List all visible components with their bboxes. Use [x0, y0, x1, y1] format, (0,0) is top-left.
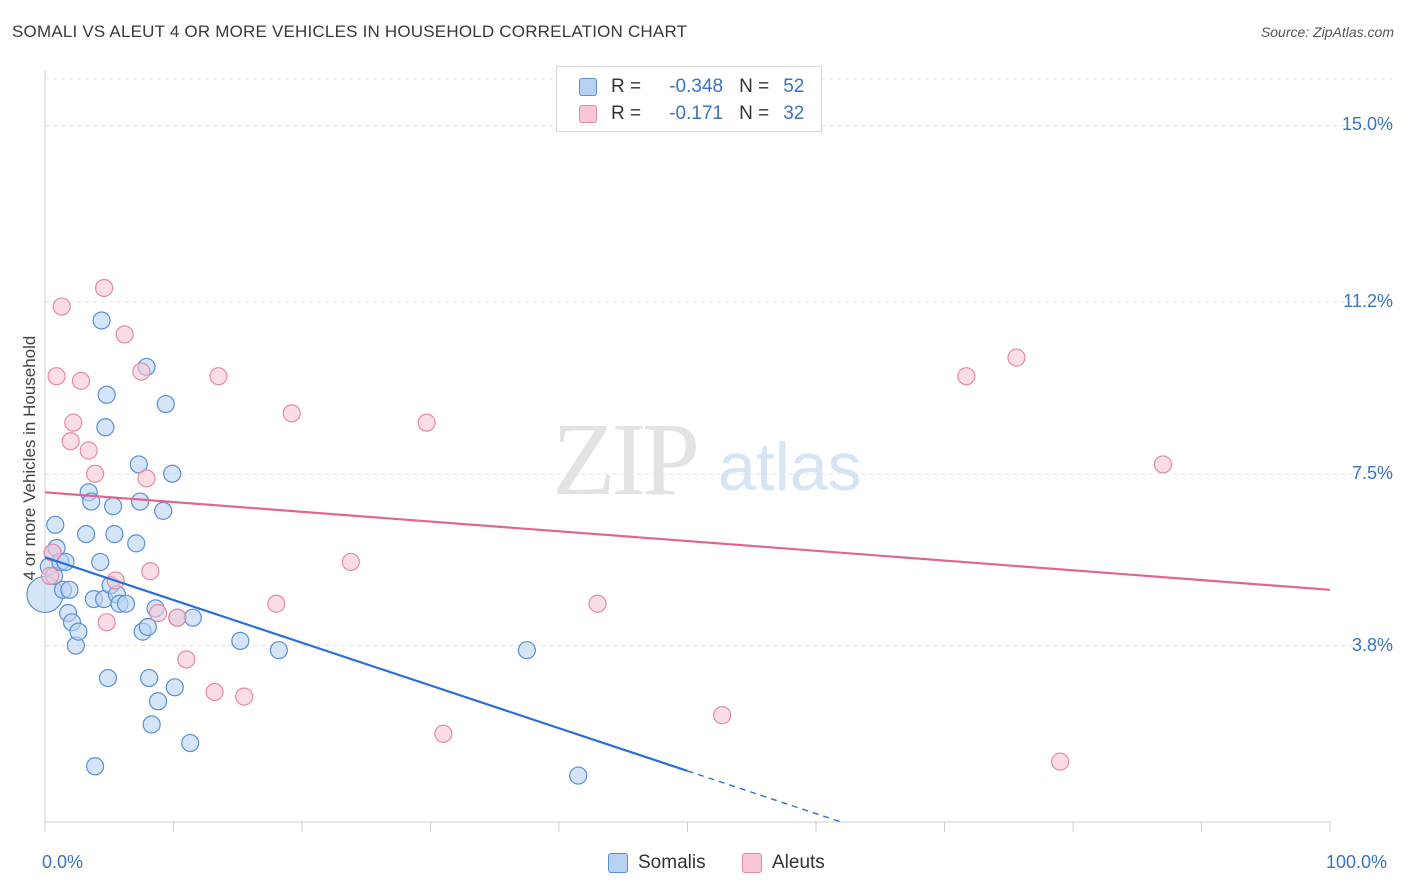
- aleut-point: [52, 297, 71, 316]
- legend-n-label: N =: [739, 76, 770, 97]
- aleut-point: [417, 413, 436, 432]
- aleut-point: [97, 613, 116, 632]
- bottom-legend-aleuts: Aleuts: [742, 852, 825, 874]
- aleut-point: [205, 682, 224, 702]
- somali-point: [92, 311, 111, 330]
- aleut-point: [177, 650, 196, 669]
- aleut-point: [148, 603, 168, 623]
- somali-point: [91, 552, 110, 572]
- aleut-point: [47, 367, 66, 386]
- somali-point: [148, 692, 168, 711]
- aleut-point: [95, 278, 114, 298]
- somali-point: [130, 492, 150, 511]
- aleut-point: [957, 367, 976, 386]
- somali-trend-line: [44, 556, 688, 772]
- aleut-point: [434, 724, 453, 743]
- aleut-point: [86, 464, 105, 483]
- somali-point: [105, 524, 124, 544]
- aleut-point: [168, 608, 187, 627]
- somali-point: [269, 641, 288, 660]
- somali-point: [60, 580, 79, 599]
- watermark-zip: ZIP: [552, 402, 700, 517]
- y-tick-label: 3.8%: [1351, 634, 1393, 655]
- somali-point: [129, 455, 148, 474]
- watermark-atlas: atlas: [718, 429, 862, 505]
- somali-point: [142, 715, 161, 734]
- aleut-point: [267, 594, 286, 613]
- somali-point: [517, 641, 536, 660]
- y-tick-label: 15.0%: [1341, 114, 1393, 135]
- somalis-legend-swatch: [608, 853, 628, 873]
- somali-point: [156, 394, 175, 414]
- aleut-point: [64, 413, 83, 432]
- legend-n-value-aleuts: 32: [783, 103, 805, 124]
- somali-point: [183, 608, 202, 627]
- aleut-point: [43, 543, 62, 562]
- somali-point: [97, 385, 116, 404]
- aleuts-swatch: [579, 105, 597, 123]
- somali-point: [96, 418, 115, 437]
- aleut-point: [282, 404, 301, 423]
- legend-r-value-aleuts: -0.171: [669, 103, 724, 124]
- aleut-point: [141, 562, 160, 581]
- somali-point: [569, 766, 588, 785]
- somali-point: [163, 464, 182, 483]
- legend-r-value-somalis: -0.348: [669, 76, 724, 97]
- somali-point: [181, 733, 200, 753]
- somali-point: [154, 501, 173, 520]
- legend-n-value-somalis: 52: [783, 76, 805, 97]
- somali-point: [77, 524, 96, 544]
- legend-r-label: R =: [611, 76, 642, 97]
- somali-point: [98, 668, 118, 688]
- somali-point: [127, 534, 146, 553]
- legend-row-aleuts: R = -0.171 N = 32: [579, 102, 804, 126]
- aleuts-legend-label: Aleuts: [772, 852, 825, 873]
- aleut-point: [137, 469, 156, 488]
- somali-point: [165, 678, 184, 697]
- aleut-point: [588, 594, 607, 613]
- y-tick-label: 11.2%: [1343, 290, 1393, 311]
- somali-point: [139, 668, 159, 688]
- somali-point: [86, 757, 105, 776]
- somali-point: [82, 492, 101, 511]
- aleut-point: [79, 441, 98, 460]
- y-tick-label: 7.5%: [1351, 462, 1393, 483]
- aleut-point: [71, 371, 91, 390]
- legend-row-somalis: R = -0.348 N = 52: [579, 75, 804, 99]
- source-label: Source: ZipAtlas.com: [1260, 24, 1394, 40]
- x-tick-label-min: 0.0%: [42, 852, 84, 872]
- somali-point: [138, 617, 157, 637]
- aleut-point: [235, 687, 254, 706]
- x-tick-label-max: 100.0%: [1326, 852, 1388, 872]
- aleut-point: [61, 432, 80, 451]
- correlation-legend: R = -0.348 N = 52 R = -0.171 N = 32: [556, 66, 822, 132]
- chart-title: SOMALI VS ALEUT 4 OR MORE VEHICLES IN HO…: [12, 22, 688, 41]
- bottom-legend-somalis: Somalis: [608, 852, 706, 874]
- aleut-point: [1153, 455, 1173, 474]
- aleut-point: [1051, 752, 1070, 771]
- somalis-swatch: [579, 78, 597, 96]
- aleut-point: [209, 367, 228, 386]
- legend-n-label: N =: [739, 103, 770, 124]
- somali-point: [116, 594, 136, 613]
- somali-point: [69, 622, 88, 641]
- aleut-point: [41, 566, 60, 585]
- aleut-point: [1007, 348, 1026, 367]
- somali-trend-extension: [687, 770, 842, 823]
- somali-point: [46, 515, 65, 534]
- somalis-legend-label: Somalis: [638, 852, 706, 873]
- somali-point: [104, 497, 123, 516]
- aleut-point: [132, 362, 151, 381]
- somali-point: [231, 631, 250, 650]
- aleuts-legend-swatch: [742, 853, 762, 873]
- legend-r-label: R =: [611, 103, 642, 124]
- aleut-point: [713, 706, 732, 725]
- aleut-point: [115, 325, 134, 344]
- aleut-trend-line: [44, 491, 1331, 591]
- aleut-point: [341, 552, 360, 572]
